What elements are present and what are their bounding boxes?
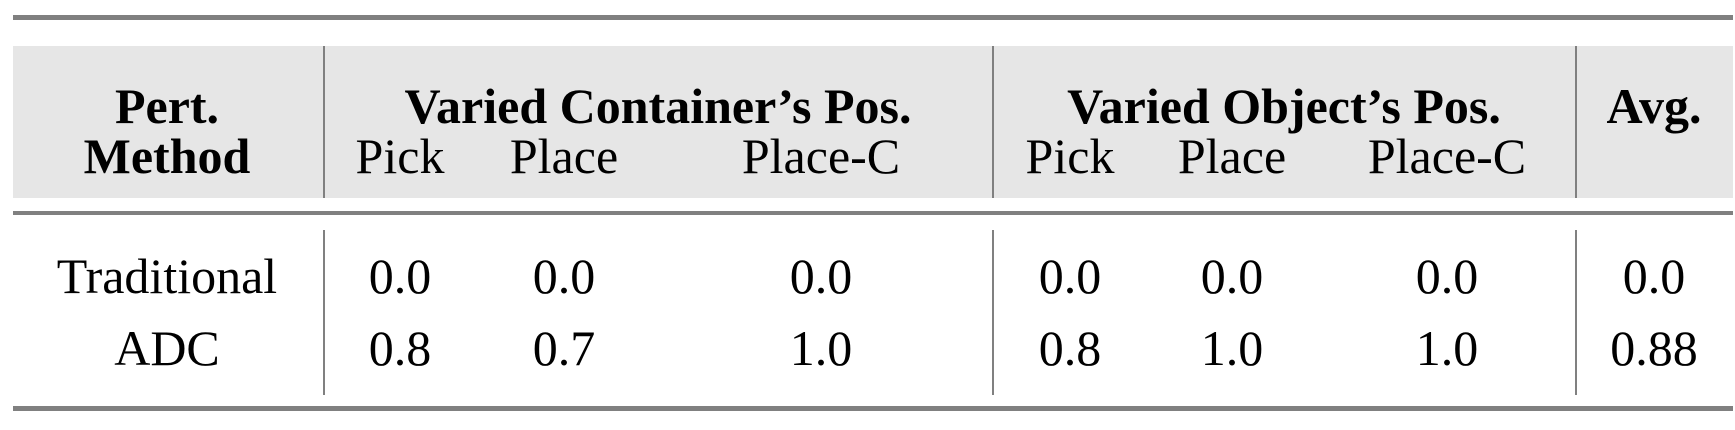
divider [323, 46, 325, 198]
table-cell: 0.8 [368, 320, 432, 376]
bottom-rule [13, 406, 1733, 411]
table-cell: 0.0 [532, 248, 596, 304]
header-background [13, 46, 1733, 198]
divider [1575, 230, 1577, 395]
mid-rule [13, 211, 1733, 215]
header-col: Pick [1025, 128, 1115, 184]
table-cell: 0.0 [368, 248, 432, 304]
header-group-container: Varied Container’s Pos. [404, 78, 912, 134]
header-col: Place [1177, 128, 1287, 184]
table-cell-avg: 0.0 [1622, 248, 1686, 304]
header-col: Place-C [741, 128, 901, 184]
table-cell: 0.8 [1038, 320, 1102, 376]
header-method: Method [83, 128, 251, 184]
table-cell: 1.0 [1415, 320, 1479, 376]
table-cell-avg: 0.88 [1610, 320, 1698, 376]
row-method: ADC [114, 320, 220, 376]
header-group-object: Varied Object’s Pos. [1067, 78, 1501, 134]
header-col: Place [509, 128, 619, 184]
divider [323, 230, 325, 395]
header-col: Place-C [1367, 128, 1527, 184]
table-cell: 1.0 [1200, 320, 1264, 376]
header-pert: Pert. [114, 78, 220, 134]
table-cell: 0.0 [1415, 248, 1479, 304]
table-cell: 0.0 [789, 248, 853, 304]
divider [992, 46, 994, 198]
header-col: Pick [355, 128, 445, 184]
header-avg: Avg. [1606, 78, 1702, 134]
divider [992, 230, 994, 395]
top-rule [13, 15, 1733, 20]
divider [1575, 46, 1577, 198]
row-method: Traditional [56, 248, 278, 304]
table-cell: 0.0 [1038, 248, 1102, 304]
table-cell: 0.0 [1200, 248, 1264, 304]
table-cell: 1.0 [789, 320, 853, 376]
table-cell: 0.7 [532, 320, 596, 376]
